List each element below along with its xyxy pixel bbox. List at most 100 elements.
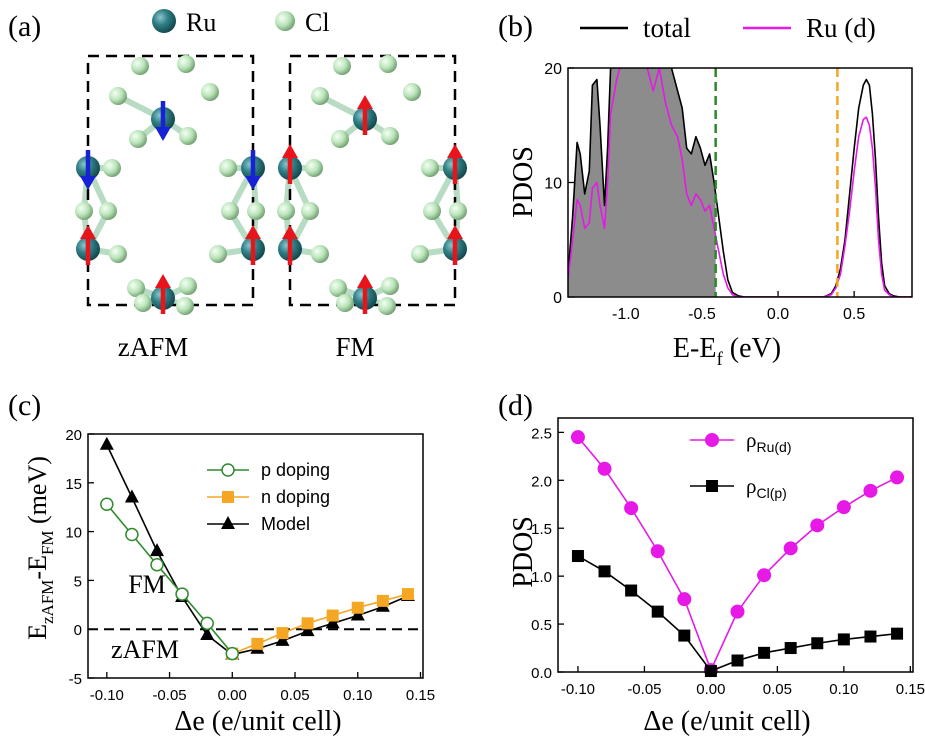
y-tick-label: 5 bbox=[74, 573, 82, 590]
y-tick-label: 20 bbox=[65, 427, 82, 444]
cl-atom bbox=[311, 245, 329, 263]
p-doping-point bbox=[150, 558, 164, 572]
rho-cl-p-point bbox=[598, 565, 611, 578]
panel-d-label: (d) bbox=[498, 389, 533, 422]
legend-total-label: total bbox=[643, 13, 691, 43]
y-tick-label: 15 bbox=[65, 476, 82, 493]
spin-arrow-head bbox=[357, 274, 373, 288]
c-ylabel: EzAFM-EFM (meV) bbox=[23, 456, 57, 640]
cl-atom bbox=[381, 127, 399, 145]
plot-b: -1.0 -0.5 0.0 0.5 0 10 20 bbox=[544, 61, 913, 323]
plot-c: -0.10 -0.05 0.00 0.05 0.10 0.15 -5 0 5 10 15 20 p do… bbox=[65, 427, 435, 704]
x-tick-label: 0.15 bbox=[406, 687, 435, 704]
cl-legend-label: Cl bbox=[305, 8, 330, 37]
model-point bbox=[99, 436, 114, 450]
model-point bbox=[350, 607, 365, 621]
spin-arrow-head bbox=[80, 225, 96, 239]
p-doping-point bbox=[100, 497, 114, 512]
zafm-region-label: zAFM bbox=[111, 635, 179, 664]
fm-structure bbox=[277, 54, 467, 315]
y-tick-label: 0 bbox=[553, 290, 562, 307]
plot-frame bbox=[87, 433, 424, 679]
model-point bbox=[300, 623, 315, 637]
fm-region-label: FM bbox=[128, 570, 166, 599]
x-tick-label: -1.0 bbox=[612, 306, 640, 323]
rho-ru-d-point bbox=[836, 500, 851, 515]
rho-cl-p-point bbox=[864, 630, 877, 643]
cl-atom bbox=[449, 202, 467, 220]
spin-arrow-head bbox=[155, 274, 171, 288]
x-tick-label: 0.05 bbox=[280, 687, 309, 704]
c-xlabel: Δe (e/unit cell) bbox=[174, 706, 341, 737]
rho-cl-p-point bbox=[811, 637, 824, 650]
cl-atom bbox=[177, 55, 195, 73]
cl-legend-marker bbox=[275, 11, 295, 31]
b-ylabel: PDOS bbox=[508, 146, 539, 218]
p-doping-point bbox=[200, 616, 214, 631]
rho-ru-d-point bbox=[810, 518, 825, 533]
rho-ru-d-point bbox=[730, 604, 745, 619]
legend-rud-label: Ru (d) bbox=[806, 13, 876, 43]
legend-n-doping-label: n doping bbox=[261, 487, 330, 507]
cl-atom bbox=[423, 202, 441, 220]
rho-ru-d-point bbox=[570, 430, 585, 445]
model-point bbox=[275, 632, 290, 646]
cl-atom bbox=[127, 279, 145, 297]
rho-ru-d-point bbox=[863, 483, 878, 498]
n-doping-point bbox=[301, 617, 314, 630]
rho-cl-p-point bbox=[704, 665, 717, 678]
x-tick-label: 0.05 bbox=[763, 681, 792, 698]
panel-c: (c) -0.10 -0.05 0.00 0.05 0.10 0.15 -5 0 5 10 15 20… bbox=[8, 389, 435, 737]
legend-rho-cl-p-marker bbox=[706, 480, 718, 492]
p-doping-point bbox=[125, 527, 139, 542]
model-point bbox=[200, 627, 215, 641]
n-doping-point bbox=[401, 588, 414, 601]
x-tick-label: 0.0 bbox=[767, 306, 789, 323]
legend-rho-ru-d-marker bbox=[705, 433, 719, 447]
cl-atom bbox=[131, 57, 149, 75]
legend-rho-cl-p-label: ρCl(p) bbox=[746, 474, 787, 501]
cl-atom bbox=[109, 245, 127, 263]
x-tick-label: -0.10 bbox=[90, 687, 124, 704]
y-tick-label: 0 bbox=[74, 622, 82, 639]
rho-cl-p-point bbox=[784, 642, 797, 655]
cl-atom bbox=[221, 202, 239, 220]
cl-atom bbox=[421, 159, 439, 177]
panel-b-label: (b) bbox=[498, 10, 533, 43]
x-tick-label: 0.15 bbox=[896, 681, 925, 698]
model-line bbox=[106, 444, 409, 656]
occupied-states-fill bbox=[568, 68, 716, 297]
p-doping-point bbox=[225, 646, 240, 661]
cl-atom bbox=[176, 297, 194, 315]
plot-d: -0.10 -0.05 0.00 0.05 0.10 0.15 0.0 0.5 1.0 1.5 2.… bbox=[531, 417, 925, 698]
cl-atom bbox=[129, 130, 147, 148]
legend-n-doping-marker bbox=[222, 491, 234, 503]
x-tick-label: 0.10 bbox=[829, 681, 858, 698]
rho-ru-d-point bbox=[783, 541, 798, 556]
cl-atom bbox=[209, 245, 227, 263]
cl-atom bbox=[109, 87, 127, 105]
panel-a: (a) Ru Cl zAFM FM bbox=[8, 8, 467, 362]
p-doping-point bbox=[175, 587, 189, 601]
spin-arrow-head bbox=[245, 176, 261, 190]
rho-ru-d-point bbox=[624, 501, 639, 516]
cl-atom bbox=[301, 202, 319, 220]
rho-ru-d-point bbox=[890, 470, 905, 485]
plot-frame bbox=[557, 417, 914, 673]
spin-arrow-head bbox=[282, 144, 298, 158]
y-tick-label: 2.5 bbox=[531, 425, 552, 442]
y-tick-label: 1.0 bbox=[531, 569, 552, 586]
y-tick-label: 10 bbox=[544, 176, 562, 193]
panel-c-label: (c) bbox=[8, 389, 41, 422]
y-tick-label: 0.0 bbox=[531, 665, 552, 682]
x-tick-label: -0.05 bbox=[152, 687, 186, 704]
y-tick-label: 0.5 bbox=[531, 617, 552, 634]
ru-legend-label: Ru bbox=[186, 8, 216, 37]
ru-legend-marker bbox=[152, 9, 176, 33]
panel-b: (b) total Ru (d) -1.0 -0.5 0.0 0.5 0 10 20 PDO… bbox=[498, 10, 913, 370]
rho-cl-p-point bbox=[678, 629, 691, 642]
cl-atom bbox=[336, 294, 354, 312]
zafm-structure bbox=[75, 54, 265, 315]
y-tick-label: 20 bbox=[544, 61, 562, 78]
